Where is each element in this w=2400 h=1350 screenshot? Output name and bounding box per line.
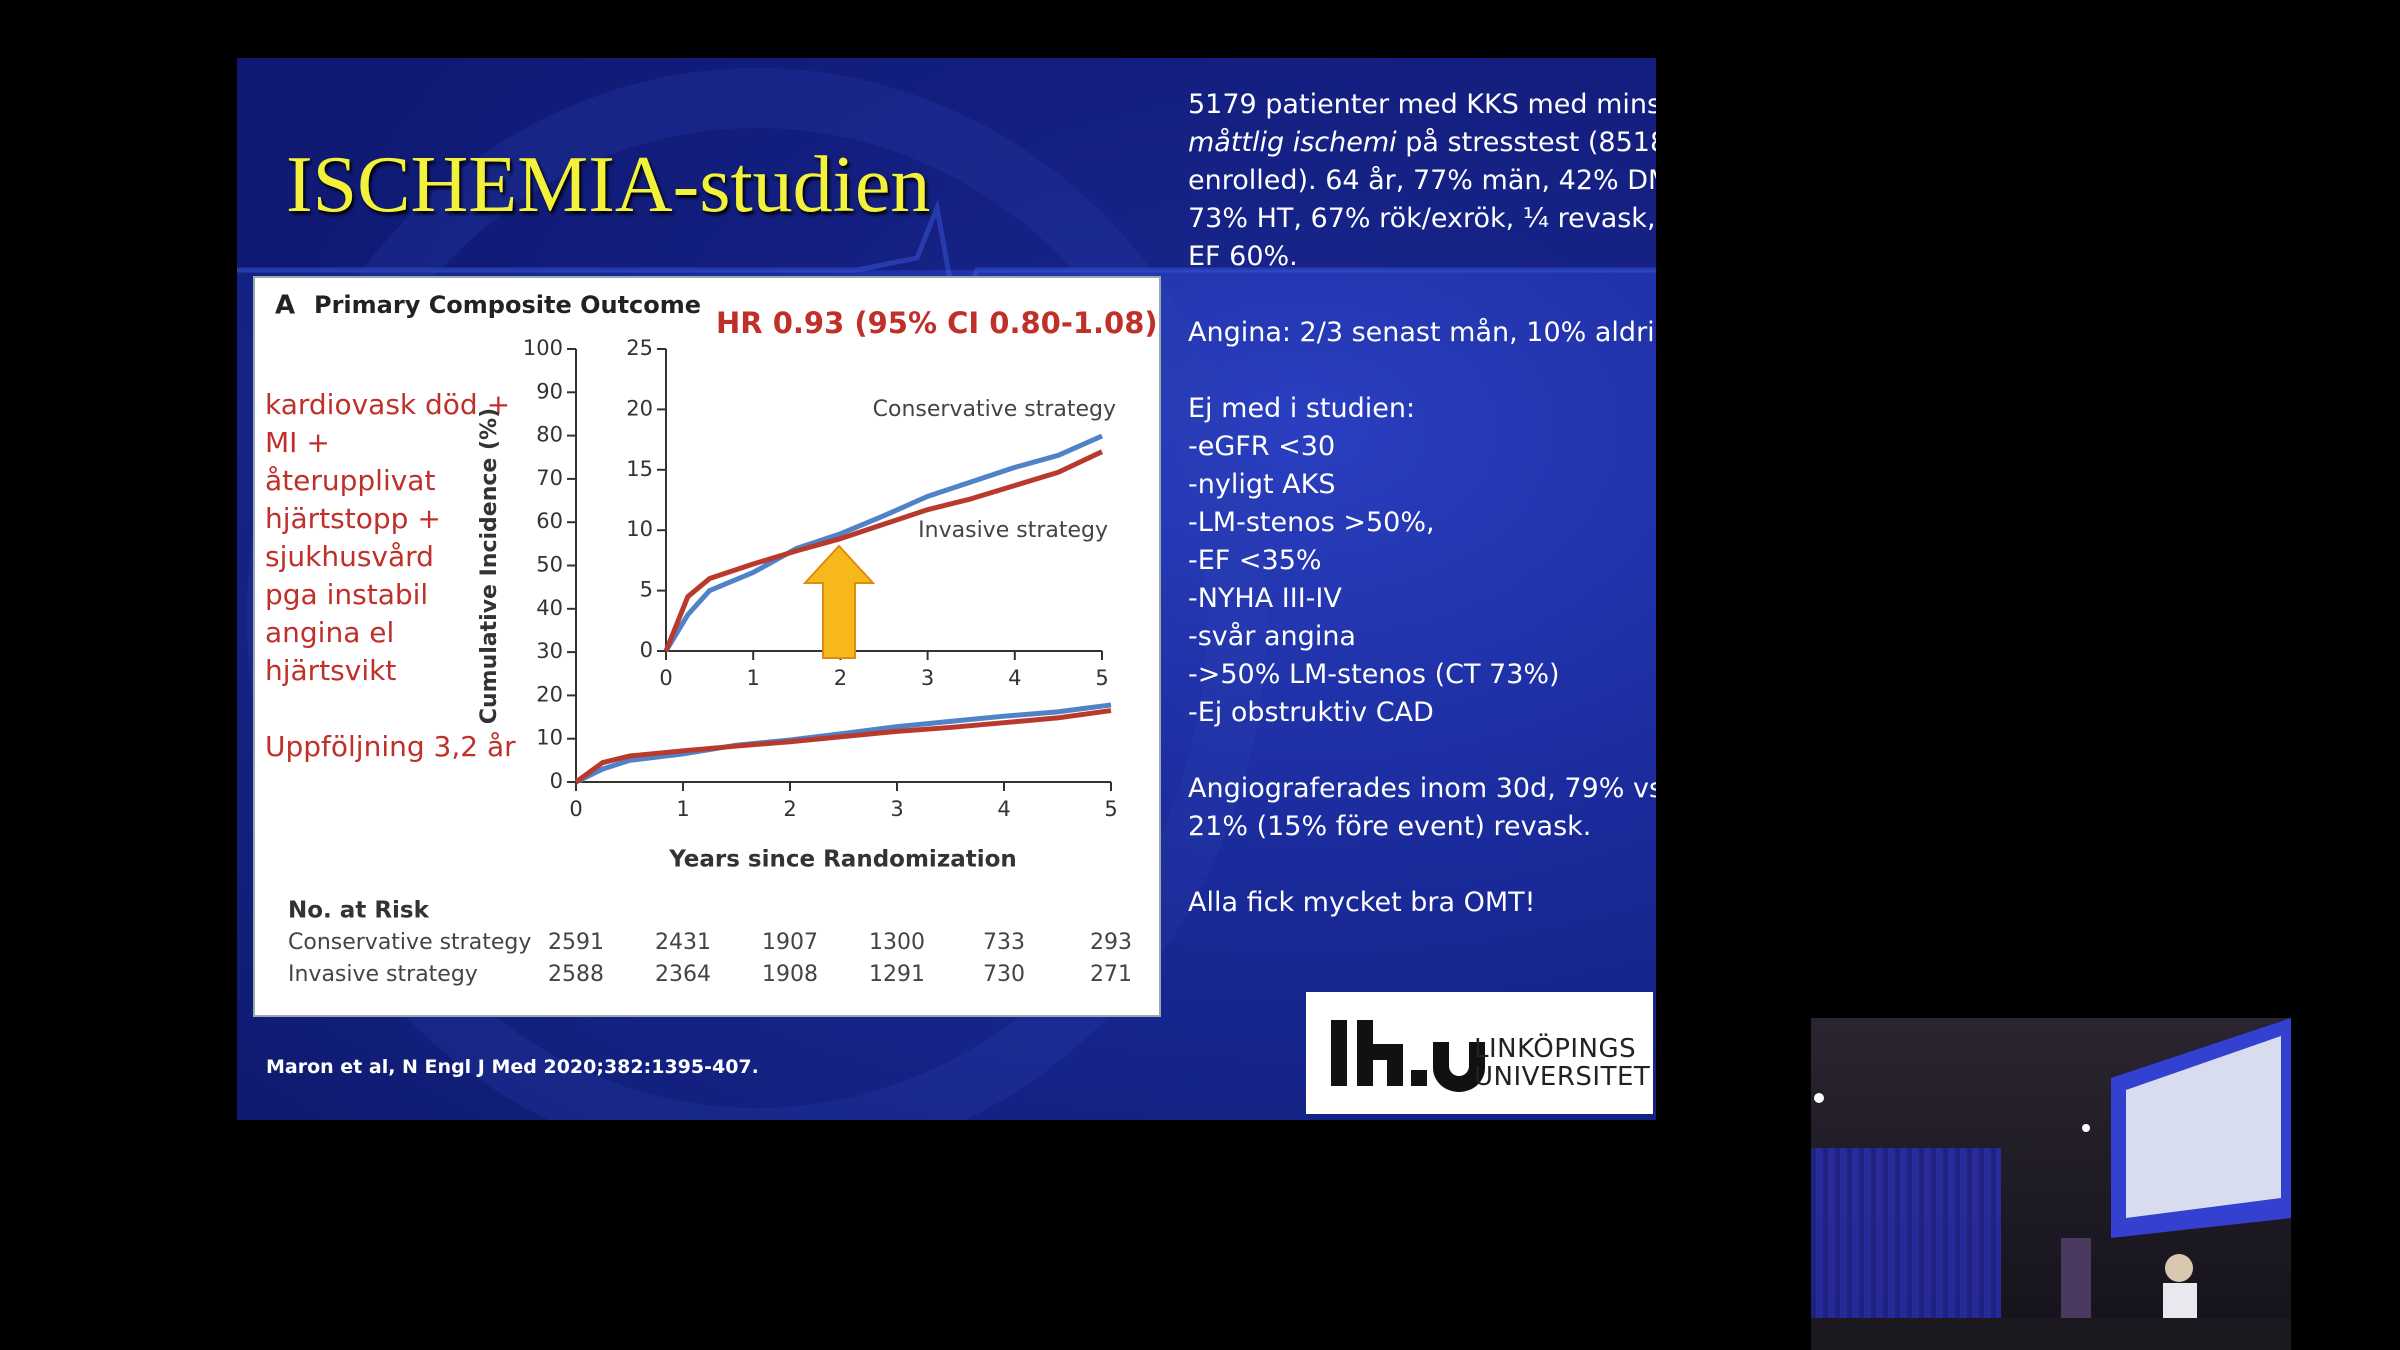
text-line: ->50% LM-stenos (CT 73%) [1188,659,1560,690]
logo: LINKÖPINGS UNIVERSITET [1306,992,1653,1114]
hazard-ratio: HR 0.93 (95% CI 0.80-1.08) [716,306,1158,340]
text-line: enrolled). 64 år, 77% män, 42% DM, [1188,165,1656,196]
logo-text: LINKÖPINGS [1474,1034,1637,1064]
text-line: 5179 patienter med KKS med minst [1188,89,1656,120]
x-axis-label: Years since Randomization [668,847,1017,873]
text-line: måttlig ischemi på stresstest (8518 [1188,124,1656,162]
inset-x-tick-label: 3 [921,666,934,690]
text-line: 73% HT, 67% rök/exrök, ¼ revask, [1188,203,1656,234]
outcome-note: angina el [265,616,394,649]
text-line: -svår angina [1188,621,1356,652]
main-x-tick-label: 3 [890,797,903,821]
inset-y-tick-label: 10 [626,517,653,541]
arrow [802,544,876,659]
text-line: Ej med i studien: [1188,393,1416,424]
risk-value: 1291 [869,962,925,987]
inset-line [663,433,1104,653]
outcome-note: sjukhusvård [265,540,434,573]
panel-label: A [275,291,295,321]
risk-label: Conservative strategy [288,930,531,955]
main-y-tick-label: 70 [536,466,563,490]
risk-value: 271 [1090,962,1132,987]
inset-y-tick-label: 5 [640,578,653,602]
inset-y-tick-label: 0 [640,638,653,662]
text-line: -nyligt AKS [1188,469,1336,500]
slide-title: ISCHEMIA-studien [286,141,931,229]
y-axis-label: Cumulative Incidence (%) [477,408,502,724]
text-line: Angiograferades inom 30d, 79% vs [1188,773,1656,804]
text-line: Angina: 2/3 senast mån, 10% aldrig. [1188,317,1656,348]
main-y-tick-label: 90 [536,379,563,403]
risk-value: 730 [983,962,1025,987]
risk-label: Invasive strategy [288,962,478,987]
main-y-tick-label: 50 [536,553,563,577]
inset-y-tick-label: 20 [626,396,653,420]
risk-title: No. at Risk [288,898,430,924]
main-y-tick-label: 30 [536,639,563,663]
webcam-view [1811,1018,2291,1350]
main-x-tick-label: 2 [783,797,796,821]
logo-text: UNIVERSITET [1474,1062,1651,1092]
outcome-note: återupplivat [265,464,435,497]
risk-value: 1907 [762,930,818,955]
inset-x-tick-label: 1 [747,666,760,690]
text-line: -Ej obstruktiv CAD [1188,697,1434,728]
series-label: Invasive strategy [918,518,1108,543]
risk-value: 1908 [762,962,818,987]
chart-panel: kardiovask död + MI + återupplivat hjärtsto… [253,276,1161,1017]
text-line: -LM-stenos >50%, [1188,507,1435,538]
text-line: EF 60%. [1188,241,1298,272]
text-line: Alla fick mycket bra OMT! [1188,887,1536,918]
risk-value: 2588 [548,962,604,987]
main-y-tick-label: 0 [550,769,563,793]
inset-x-tick-label: 4 [1008,666,1021,690]
outcome-note: MI + [265,426,330,459]
inset-line [663,449,1104,652]
main-y-tick-label: 60 [536,509,563,533]
inset-x-tick-label: 5 [1095,666,1108,690]
italic-text: måttlig ischemi [1188,127,1397,158]
slide-text: 5179 patienter med KKS med minst måttlig… [1188,86,1656,922]
main-x-tick-label: 4 [997,797,1010,821]
outcome-note: hjärtsvikt [265,654,396,687]
text: på stresstest (8518 [1405,127,1656,158]
main-x-tick-label: 5 [1104,797,1117,821]
follow-up: Uppföljning 3,2 år [265,730,516,763]
webcam-image [1811,1018,2291,1350]
risk-value: 1300 [869,930,925,955]
main-y-tick-label: 20 [536,682,563,706]
outcome-note: hjärtstopp + [265,502,441,535]
text-line: 21% (15% före event) revask. [1188,811,1592,842]
risk-value: 2431 [655,930,711,955]
inset-y-tick-label: 25 [626,336,653,360]
main-y-tick-label: 10 [536,726,563,750]
text-line: -eGFR <30 [1188,431,1336,462]
text-line: -NYHA III-IV [1188,583,1342,614]
text-line: -EF <35% [1188,545,1322,576]
risk-value: 733 [983,930,1025,955]
risk-value: 2591 [548,930,604,955]
chart-title: Primary Composite Outcome [314,291,701,319]
inset-x-tick-label: 0 [659,666,672,690]
main-line [574,708,1112,785]
main-x-tick-label: 1 [676,797,689,821]
main-y-tick-label: 80 [536,423,563,447]
inset-y-tick-label: 15 [626,457,653,481]
series-label: Conservative strategy [873,397,1116,422]
main-y-tick-label: 100 [523,336,563,360]
citation: Maron et al, N Engl J Med 2020;382:1395-… [266,1056,759,1078]
main-y-tick-label: 40 [536,596,563,620]
risk-value: 2364 [655,962,711,987]
inset-x-tick-label: 2 [834,666,847,690]
outcome-note: pga instabil [265,578,428,611]
risk-value: 293 [1090,930,1132,955]
slide-decoration [237,58,1656,1120]
outcome-note: kardiovask död + [265,388,510,421]
main-x-tick-label: 0 [569,797,582,821]
logo-mark [1331,1020,1485,1092]
